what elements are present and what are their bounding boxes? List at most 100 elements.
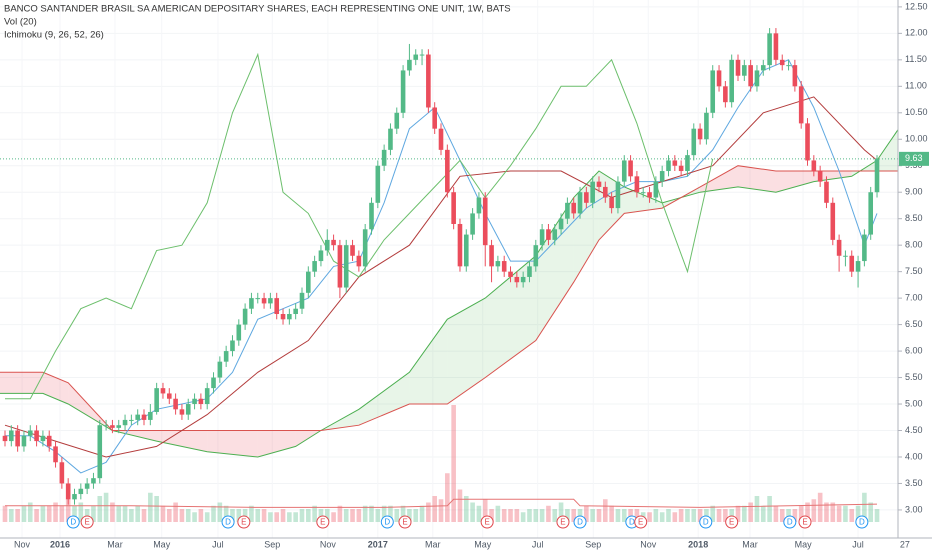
candle-body <box>742 65 747 76</box>
volume-bar <box>160 505 166 522</box>
candle-body <box>552 229 558 240</box>
volume-bar <box>312 505 317 522</box>
ichimoku-line <box>4 96 878 458</box>
event-marker <box>237 515 251 529</box>
candle-body <box>343 245 349 288</box>
candle-body <box>489 245 494 267</box>
candle-body <box>122 419 128 426</box>
candle-body <box>318 250 324 262</box>
candle-body <box>369 202 374 230</box>
volume-bar <box>78 502 84 522</box>
candle-body <box>615 181 621 209</box>
candle-body <box>748 65 753 87</box>
candle-body <box>40 435 46 442</box>
y-tick-label: 11.50 <box>905 54 927 64</box>
y-tick-label: 5.50 <box>905 372 923 382</box>
x-tick-label: 2017 <box>368 539 388 549</box>
volume-bar <box>21 505 27 522</box>
volume-bar <box>236 509 242 522</box>
event-label: E <box>638 518 643 527</box>
candle-body <box>400 70 406 113</box>
candle-body <box>501 261 507 272</box>
event-label: E <box>729 518 734 527</box>
candle-body <box>482 197 488 246</box>
volume-bar <box>426 502 431 522</box>
volume-bar <box>501 509 507 522</box>
volume-bar <box>710 505 716 522</box>
candle-body <box>236 324 242 341</box>
volume-bar <box>217 502 223 522</box>
volume-bar <box>204 512 210 522</box>
event-label: E <box>402 518 407 527</box>
x-tick-label: Mar <box>742 539 758 549</box>
cloud-fill <box>257 430 296 457</box>
candle-body <box>546 229 551 240</box>
volume-bar <box>343 509 349 522</box>
volume-bar <box>84 509 90 522</box>
candle-body <box>577 192 583 214</box>
candle-body <box>558 218 564 230</box>
volume-bar <box>546 505 551 522</box>
volume-bar <box>223 505 229 522</box>
volume-bar <box>609 505 614 522</box>
x-tick-label: Jul <box>532 539 544 549</box>
volume-bar <box>369 505 374 522</box>
event-label: E <box>84 518 89 527</box>
volume-bar <box>293 512 298 522</box>
volume-bar <box>773 505 779 522</box>
candle-body <box>653 181 659 198</box>
candle-body <box>160 388 166 394</box>
volume-bar <box>666 509 671 522</box>
volume-bar <box>754 496 760 522</box>
cloud-fill <box>409 319 448 405</box>
cloud-fill <box>535 197 574 341</box>
candle-body <box>672 160 678 166</box>
volume-bar <box>874 509 880 522</box>
y-tick-label: 3.50 <box>905 478 923 488</box>
candle-body <box>331 239 336 246</box>
volume-bar <box>148 492 153 522</box>
candle-body <box>495 261 501 267</box>
y-tick-label: 5.00 <box>905 398 923 408</box>
event-label: E <box>484 518 489 527</box>
event-marker <box>573 515 587 529</box>
volume-bar <box>135 505 140 522</box>
x-tick-label: Sep <box>264 539 280 549</box>
volume-bar <box>116 505 122 522</box>
volume-bar <box>489 509 494 522</box>
volume-bar <box>72 505 77 522</box>
y-tick-label: 8.50 <box>905 213 923 223</box>
ichimoku-line <box>5 52 714 400</box>
candle-body <box>293 308 298 315</box>
volume-bar <box>261 509 267 522</box>
y-tick-label: 8.00 <box>905 240 923 250</box>
candle-body <box>166 393 172 399</box>
indicator-label: Vol (20) <box>4 17 37 28</box>
candle-body <box>729 59 734 103</box>
volume-bar <box>122 505 128 522</box>
volume-bar <box>811 499 817 522</box>
volume-bar <box>735 505 741 522</box>
cloud-fill <box>447 298 486 405</box>
event-label: D <box>787 518 793 527</box>
candle-body <box>179 409 185 415</box>
volume-bar <box>15 509 20 522</box>
volume-bar <box>817 492 823 522</box>
volume-bar <box>445 473 450 522</box>
candle-body <box>432 107 437 129</box>
candle-body <box>381 149 387 166</box>
x-tick-label: Nov <box>320 539 337 549</box>
volume-bar <box>337 505 343 522</box>
volume-bar <box>678 509 684 522</box>
candle-body <box>350 245 355 256</box>
candle-body <box>141 414 147 420</box>
y-tick-label: 9.00 <box>905 187 923 197</box>
candle-body <box>91 478 96 484</box>
volume-bar <box>596 509 602 522</box>
candle-body <box>621 160 627 182</box>
candle-body <box>697 128 703 140</box>
candle-body <box>805 123 810 161</box>
cloud-fill <box>358 372 410 426</box>
volume-bar <box>249 505 254 522</box>
